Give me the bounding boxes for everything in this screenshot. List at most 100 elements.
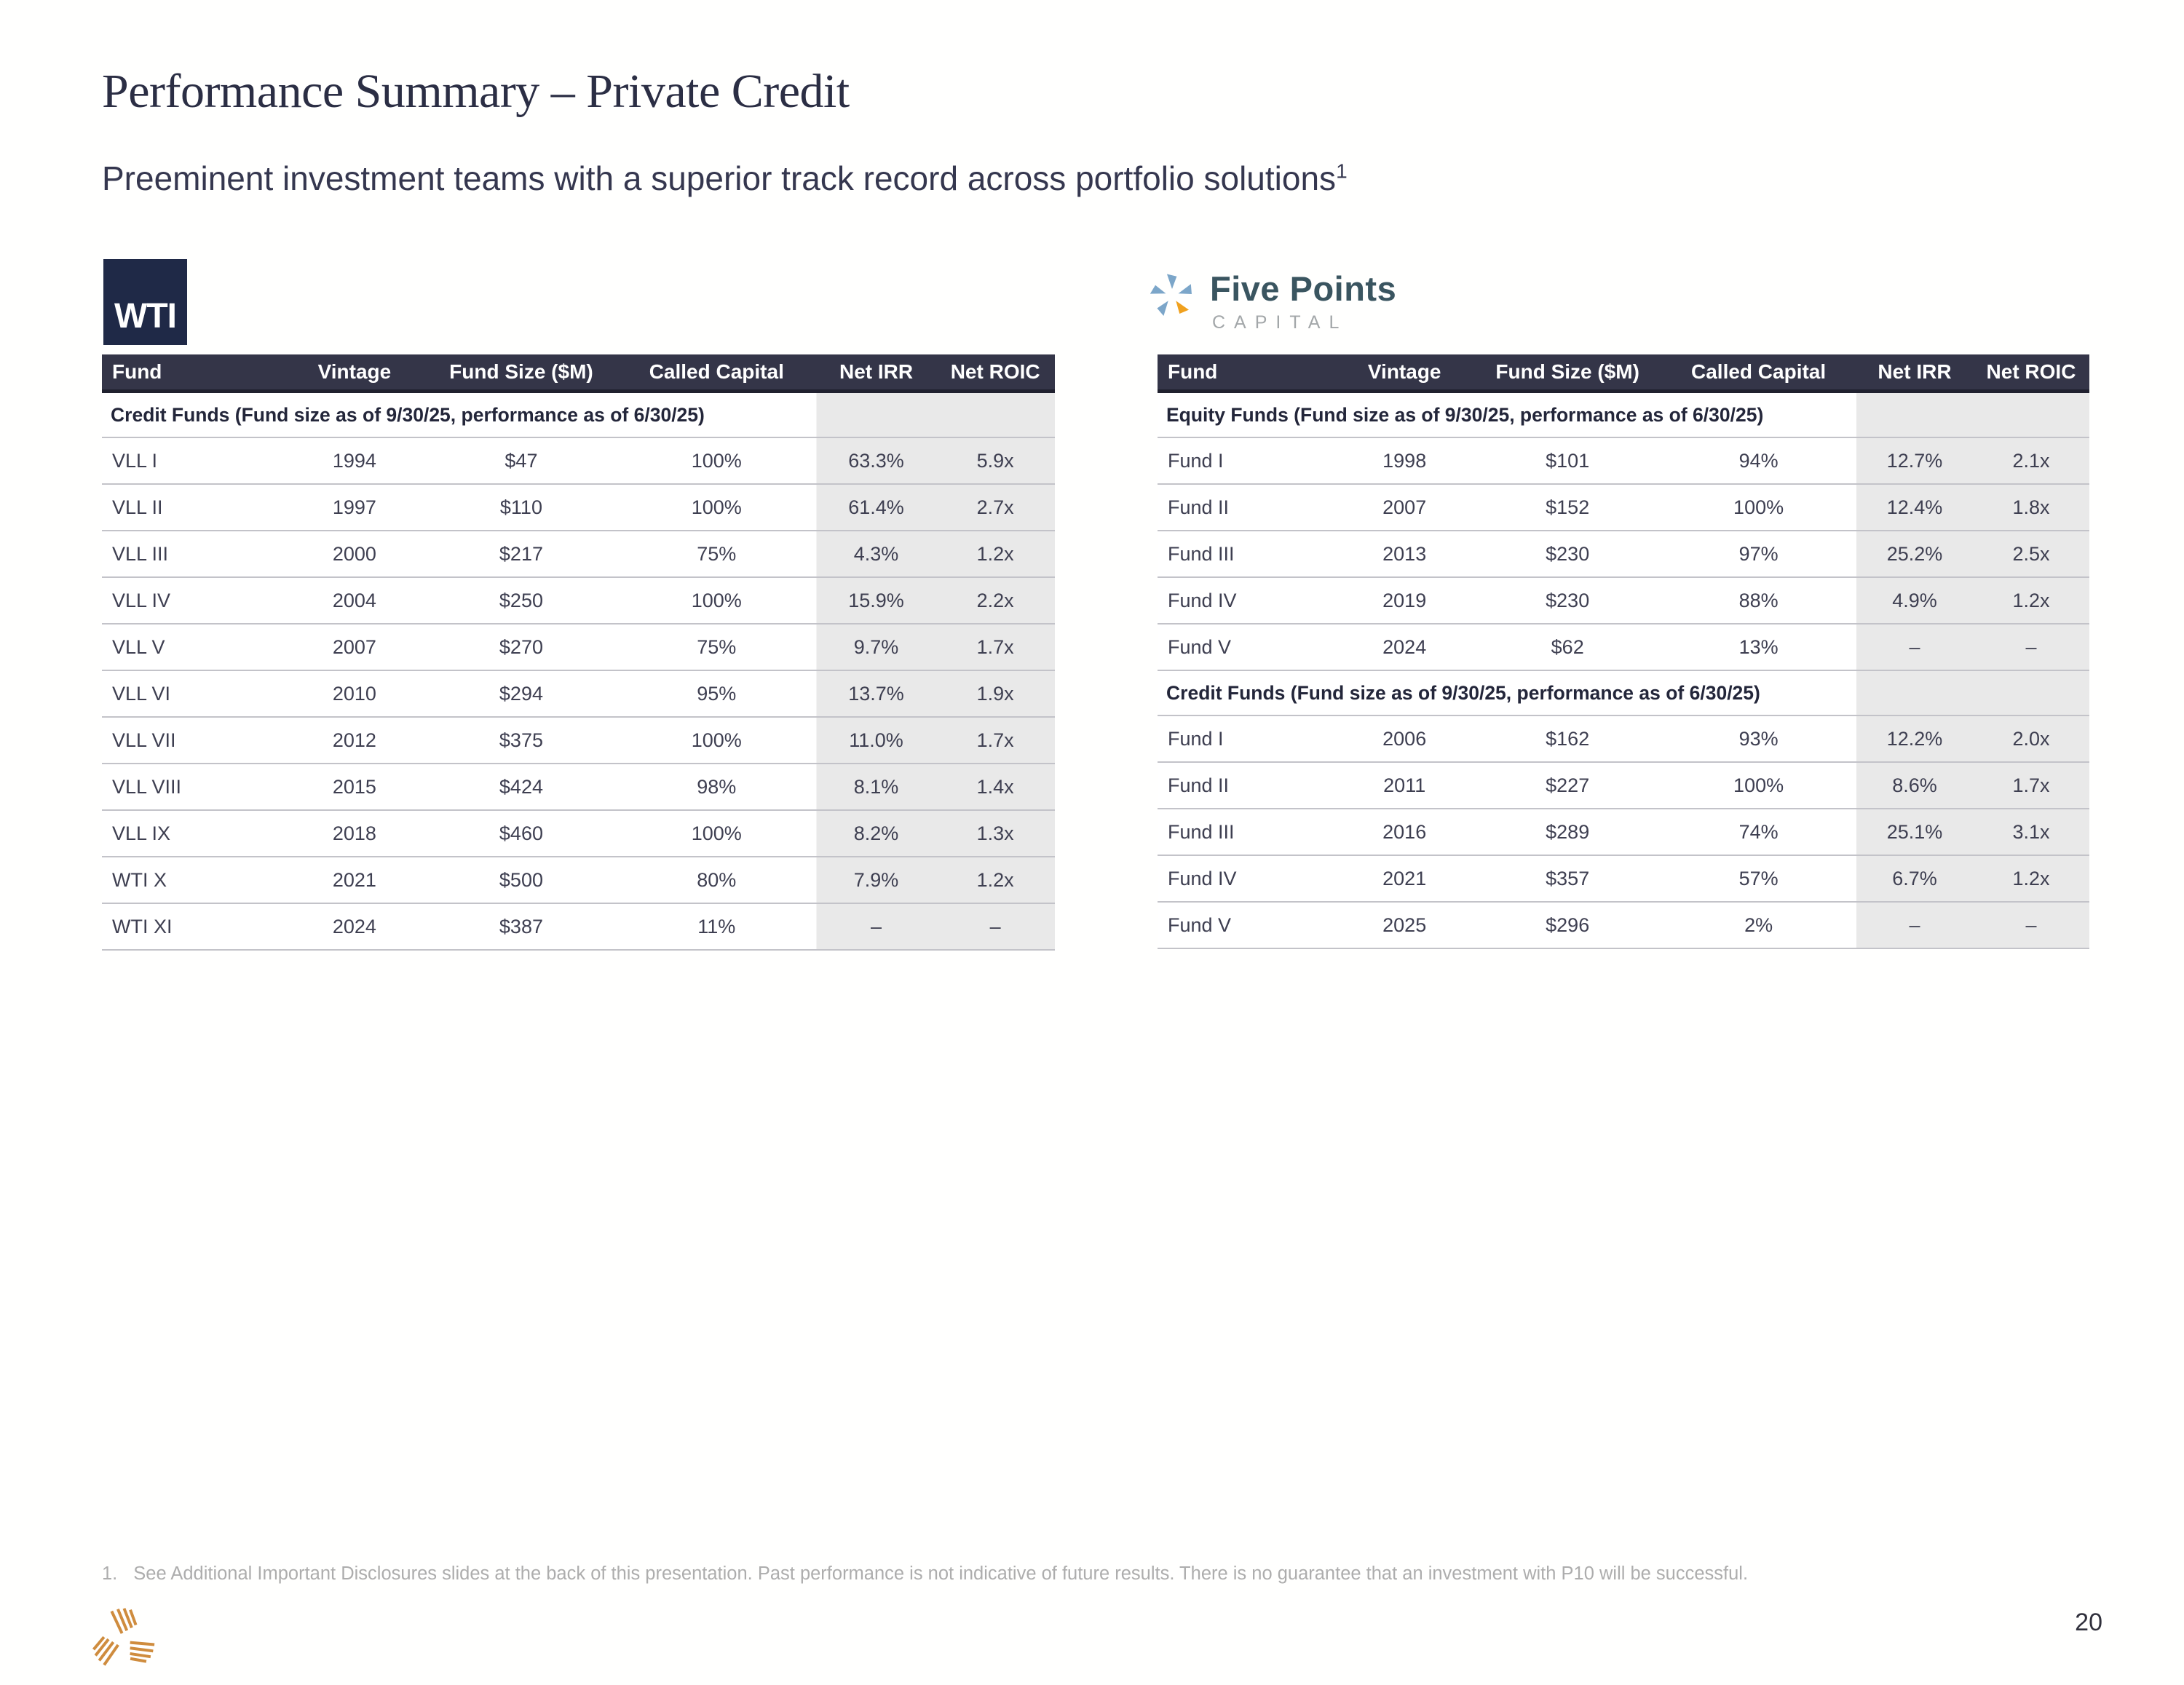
value-cell: 13% — [1738, 635, 1779, 658]
footnote: 1. See Additional Important Disclosures s… — [102, 1563, 2082, 1585]
column-header: Fund Size ($M) — [449, 360, 593, 383]
value-cell: 12.7% — [1886, 449, 1943, 472]
value-cell: 13.7% — [848, 682, 904, 705]
value-cell: $162 — [1546, 727, 1590, 750]
value-cell: 98% — [697, 775, 737, 798]
value-cell: 6.7% — [1892, 867, 1937, 889]
value-cell: 1.4x — [976, 775, 1014, 798]
value-cell: 100% — [691, 449, 742, 472]
value-cell: 2021 — [332, 868, 376, 891]
value-cell: 25.2% — [1886, 542, 1943, 565]
table-row: Fund IV 2019 $230 88% 4.9% 1.2x — [1158, 578, 2089, 625]
value-cell: 25.1% — [1886, 820, 1943, 843]
value-cell: $217 — [499, 542, 543, 565]
value-cell: $460 — [499, 822, 543, 844]
value-cell: 74% — [1738, 820, 1779, 843]
value-cell: 2.5x — [2012, 542, 2050, 565]
value-cell: 100% — [691, 729, 742, 751]
value-cell: $47 — [505, 449, 538, 472]
fund-name-cell: VLL VIII — [112, 775, 182, 798]
value-cell: 8.1% — [853, 775, 899, 798]
value-cell: $110 — [499, 496, 542, 518]
value-cell: 1998 — [1382, 449, 1427, 472]
table-row: WTI XI 2024 $387 11% – – — [102, 904, 1055, 951]
value-cell: 80% — [697, 868, 737, 891]
value-cell: – — [1909, 635, 1920, 658]
value-cell: 7.9% — [853, 868, 899, 891]
column-header: Net ROIC — [950, 360, 1040, 383]
fund-name-cell: Fund II — [1168, 496, 1230, 518]
value-cell: $270 — [499, 635, 543, 658]
table-row: Fund IV 2021 $357 57% 6.7% 1.2x — [1158, 856, 2089, 903]
table-row: VLL VIII 2015 $424 98% 8.1% 1.4x — [102, 764, 1055, 811]
table-row: Fund III 2013 $230 97% 25.2% 2.5x — [1158, 531, 2089, 578]
value-cell: 95% — [697, 682, 737, 705]
value-cell: $357 — [1546, 867, 1590, 889]
value-cell: 1.7x — [2012, 774, 2050, 796]
value-cell: 2007 — [1382, 496, 1427, 518]
column-header: Net ROIC — [1986, 360, 2076, 383]
value-cell: – — [1909, 913, 1920, 936]
fund-name-cell: VLL V — [112, 635, 165, 658]
value-cell: 2012 — [332, 729, 376, 751]
value-cell: 100% — [1733, 774, 1784, 796]
value-cell: – — [989, 915, 1001, 937]
table-row: VLL IV 2004 $250 100% 15.9% 2.2x — [102, 578, 1055, 625]
value-cell: 2007 — [332, 635, 376, 658]
table-row: VLL I 1994 $47 100% 63.3% 5.9x — [102, 438, 1055, 485]
section-header-row: Equity Funds (Fund size as of 9/30/25, p… — [1158, 393, 2089, 438]
value-cell: $101 — [1546, 449, 1590, 472]
fund-name-cell: Fund IV — [1168, 867, 1237, 889]
fund-name-cell: WTI X — [112, 868, 167, 891]
value-cell: 2000 — [332, 542, 376, 565]
fund-name-cell: VLL VII — [112, 729, 176, 751]
table-row: Fund V 2024 $62 13% – – — [1158, 625, 2089, 671]
value-cell: 2.2x — [976, 589, 1014, 611]
value-cell: 2024 — [332, 915, 376, 937]
value-cell: 1.2x — [976, 542, 1014, 565]
five-points-performance-table: Fund Vintage Fund Size ($M) Called Capital N… — [1158, 354, 2089, 949]
value-cell: 12.2% — [1886, 727, 1943, 750]
value-cell: 100% — [1733, 496, 1784, 518]
value-cell: 1997 — [332, 496, 376, 518]
value-cell: 2013 — [1382, 542, 1427, 565]
value-cell: 5.9x — [976, 449, 1014, 472]
page-number: 20 — [2075, 1609, 2102, 1636]
value-cell: 2010 — [332, 682, 376, 705]
value-cell: $230 — [1546, 542, 1590, 565]
footnote-text: See Additional Important Disclosures sli… — [133, 1563, 1749, 1584]
table-row: VLL III 2000 $217 75% 4.3% 1.2x — [102, 531, 1055, 578]
value-cell: $500 — [499, 868, 543, 891]
value-cell: 94% — [1738, 449, 1779, 472]
value-cell: 1994 — [332, 449, 376, 472]
section-label: Equity Funds (Fund size as of 9/30/25, p… — [1166, 403, 1764, 426]
column-header: Fund Size ($M) — [1495, 360, 1639, 383]
value-cell: $387 — [499, 915, 543, 937]
value-cell: 100% — [691, 589, 742, 611]
value-cell: 1.7x — [976, 729, 1014, 751]
five-points-pinwheel-icon — [1150, 274, 1192, 316]
five-points-logo-text: Five Points CAPITAL — [1210, 271, 1396, 333]
value-cell: $294 — [499, 682, 543, 705]
wti-logo: WTI — [103, 259, 187, 345]
value-cell: $289 — [1546, 820, 1590, 843]
value-cell: 2016 — [1382, 820, 1427, 843]
table-row: Fund II 2011 $227 100% 8.6% 1.7x — [1158, 763, 2089, 809]
value-cell: 2015 — [332, 775, 376, 798]
value-cell: 2% — [1744, 913, 1773, 936]
column-header: Net IRR — [1878, 360, 1952, 383]
value-cell: 15.9% — [848, 589, 904, 611]
value-cell: 8.2% — [853, 822, 899, 844]
value-cell: 2004 — [332, 589, 376, 611]
value-cell: 2011 — [1383, 774, 1426, 796]
table-row: Fund II 2007 $152 100% 12.4% 1.8x — [1158, 485, 2089, 531]
five-points-logo: Five Points CAPITAL — [1149, 271, 1396, 333]
fund-name-cell: Fund V — [1168, 635, 1232, 658]
subtitle-text: Preeminent investment teams with a super… — [102, 159, 1337, 197]
footnote-number: 1. — [102, 1563, 118, 1584]
five-points-name: Five Points — [1210, 269, 1397, 308]
value-cell: 3.1x — [2012, 820, 2050, 843]
column-header: Fund — [1168, 360, 1218, 383]
section-label: Credit Funds (Fund size as of 9/30/25, p… — [1166, 681, 1760, 704]
